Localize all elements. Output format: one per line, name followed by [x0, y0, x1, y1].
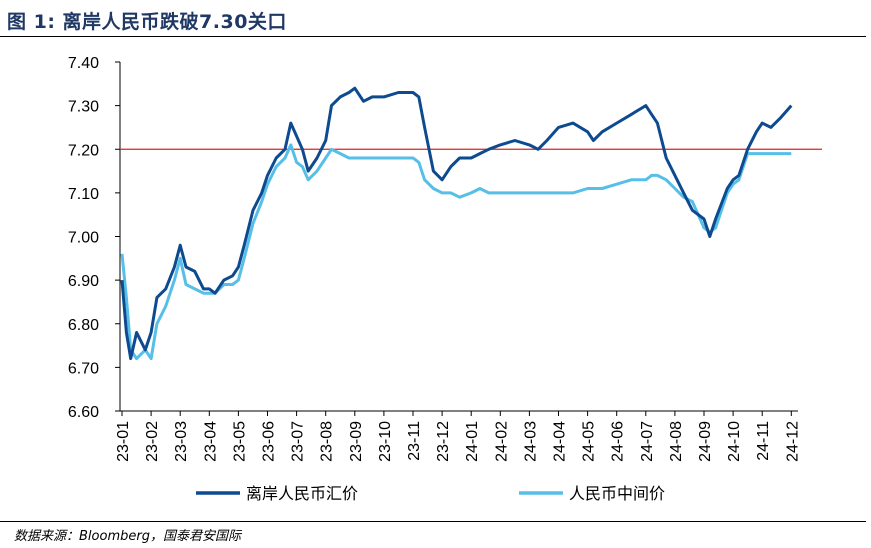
x-tick-label: 23-02 [144, 421, 161, 462]
y-tick-label: 6.60 [68, 404, 99, 421]
x-tick-label: 24-02 [493, 421, 510, 462]
x-tick-label: 24-09 [697, 421, 714, 462]
y-tick-label: 7.30 [68, 99, 99, 116]
x-tick-label: 24-05 [581, 421, 598, 462]
y-tick-label: 7.10 [68, 186, 99, 203]
series-layer [120, 86, 793, 361]
source-rule [0, 521, 866, 522]
chart-title: 图 1: 离岸人民币跌破7.30关口 [7, 11, 287, 33]
y-tick-label: 7.00 [68, 230, 99, 247]
x-tick-label: 24-01 [464, 421, 481, 462]
x-tick-label: 23-06 [261, 421, 278, 462]
x-tick-label: 23-01 [115, 421, 132, 462]
axes: 6.60 6.70 6.80 6.90 7.00 7.10 7.20 7.30 7.40 23-0… [68, 55, 801, 462]
x-tick-label: 24-03 [522, 421, 539, 462]
x-tick-label: 24-10 [726, 421, 743, 462]
source-note: 数据来源：Bloomberg，国泰君安国际 [14, 529, 241, 544]
x-tick-label: 24-08 [668, 421, 685, 462]
title-rule [0, 36, 866, 37]
x-tick-label: 23-05 [231, 421, 248, 462]
series-central-parity-line [120, 143, 792, 361]
y-tick-label: 7.40 [68, 55, 99, 72]
x-tick-label: 24-12 [784, 421, 801, 462]
x-tick-label: 23-08 [319, 421, 336, 462]
legend: 离岸人民币汇价 人民币中间价 [196, 484, 665, 503]
legend-item-offshore-label: 离岸人民币汇价 [246, 484, 358, 503]
x-tick-label: 23-04 [202, 421, 219, 462]
x-tick-label: 23-03 [173, 421, 190, 462]
x-tick-label: 23-12 [435, 421, 452, 462]
x-tick-label: 23-07 [290, 421, 307, 462]
y-tick-label: 6.80 [68, 317, 99, 334]
x-tick-label: 24-04 [552, 421, 569, 462]
x-tick-label: 24-07 [639, 421, 656, 462]
x-tick-label: 23-11 [406, 421, 423, 461]
x-tick-label: 24-06 [610, 421, 627, 462]
series-offshore-line [120, 86, 793, 361]
x-tick-label: 24-11 [755, 421, 772, 461]
y-tick-label: 6.90 [68, 273, 99, 290]
x-tick-label: 23-10 [377, 421, 394, 462]
x-tick-label: 23-09 [348, 421, 365, 462]
legend-item-central-parity-label: 人民币中间价 [569, 484, 665, 503]
y-tick-label: 7.20 [68, 142, 99, 159]
y-tick-label: 6.70 [68, 360, 99, 377]
